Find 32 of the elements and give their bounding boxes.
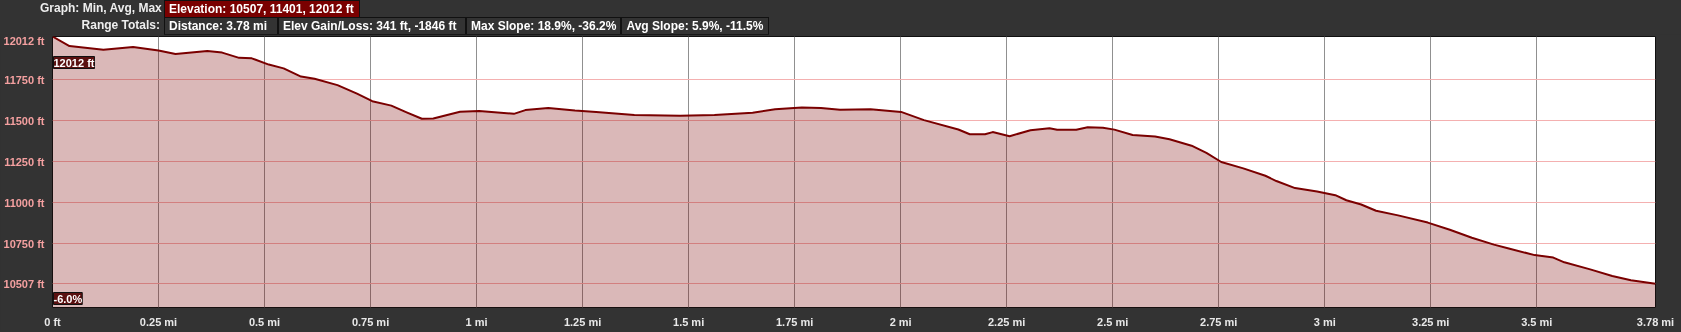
x-tick-label: 3.25 mi (1412, 315, 1450, 328)
y-tick-label: 10507 ft (3, 277, 45, 290)
text: Range Totals: (80, 17, 161, 33)
y-tick-label: 10750 ft (3, 237, 45, 250)
text: Elevation: 10507, 11401, 12012 ft (164, 0, 360, 18)
y-tick-label: 12012 ft (3, 34, 45, 47)
y-tick-label: 11750 ft (4, 73, 45, 86)
x-tick-label: 0.75 mi (351, 315, 390, 328)
x-tick-label: 1.75 mi (775, 315, 814, 328)
y-tick-label: 11500 ft (4, 114, 45, 127)
x-tick-label: 2 mi (889, 315, 912, 328)
x-tick-label: 0.5 mi (248, 315, 281, 328)
y-tick-label: 11250 ft (4, 155, 45, 168)
text: Graph: Min, Avg, Max (39, 0, 163, 16)
text: Avg Slope: 5.9%, -11.5% (621, 17, 770, 35)
text: Distance: 3.78 mi (164, 17, 278, 35)
x-tick-label: 0 ft (44, 315, 62, 328)
x-tick-label: 3 mi (1313, 315, 1336, 328)
text: Elev Gain/Loss: 341 ft, -1846 ft (278, 17, 466, 35)
x-tick-label: 3.5 mi (1521, 315, 1553, 328)
x-tick-label: 2.5 mi (1097, 315, 1129, 328)
x-tick-label: 2.75 mi (1200, 315, 1238, 328)
annotation: 12012 ft (53, 56, 95, 69)
annotation: -6.0% (53, 292, 83, 305)
x-tick-label: 1.5 mi (673, 315, 705, 328)
x-tick-label: 1 mi (465, 315, 488, 328)
x-tick-label: 2.25 mi (988, 315, 1026, 328)
text: Max Slope: 18.9%, -36.2% (466, 17, 622, 35)
x-tick-label: 0.25 mi (139, 315, 178, 328)
x-tick-label: 3.78 mi (1636, 315, 1675, 328)
y-tick-label: 11000 ft (4, 196, 45, 209)
x-tick-label: 1.25 mi (563, 315, 602, 328)
